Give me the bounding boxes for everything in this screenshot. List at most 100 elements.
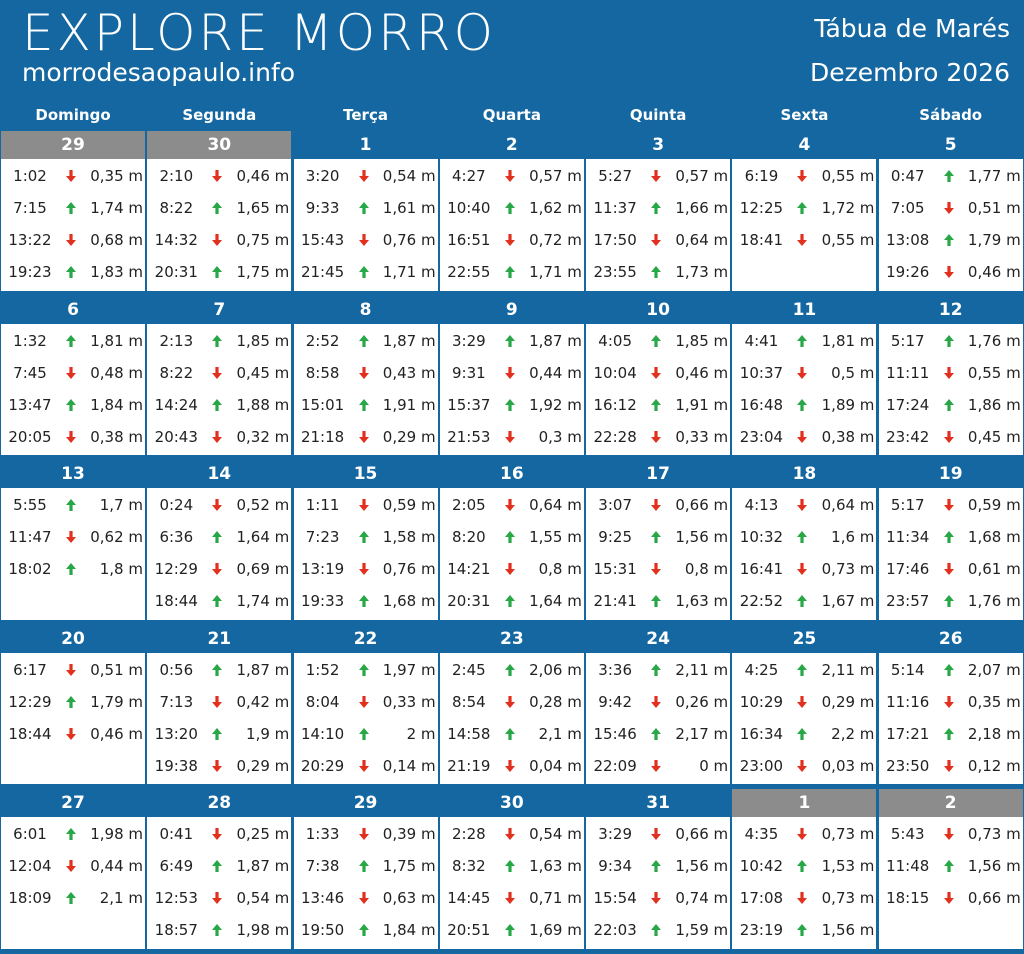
tide-time: 23:55 [593, 263, 637, 281]
arrow-down [212, 563, 223, 575]
tide-height: 1,69 m [529, 921, 582, 939]
arrow-down [797, 759, 808, 772]
tide-time: 6:19 [744, 167, 779, 185]
tide-height: 1,77 m [967, 167, 1021, 185]
tide-height: 1,85 m [236, 331, 290, 350]
arrow-down [66, 531, 76, 543]
weekday: Sábado [919, 106, 983, 124]
weekday: Terça [343, 106, 388, 124]
arrow-down [212, 170, 223, 182]
day-number: 12 [878, 295, 1023, 324]
day-cell [586, 652, 731, 784]
tide-height: 0,42 m [236, 692, 290, 711]
tide-time: 16:41 [739, 560, 784, 578]
day-number: 25 [732, 624, 877, 653]
arrow-up [651, 924, 662, 936]
arrow-up [504, 924, 515, 936]
arrow-down [504, 430, 515, 443]
tide-height: 1,55 m [529, 528, 582, 546]
tide-time: 8:22 [159, 363, 194, 382]
arrow-up [651, 334, 662, 347]
arrow-down [504, 828, 515, 840]
tide-time: 3:20 [305, 167, 340, 185]
tide-time: 17:08 [739, 889, 784, 907]
day-number: 16 [439, 460, 584, 488]
day-number: 29 [1, 131, 145, 159]
tide-height: 1,53 m [821, 857, 875, 875]
tide-height: 0,76 m [382, 560, 436, 578]
tide-height: 1,56 m [675, 528, 729, 546]
tide-time: 15:37 [447, 395, 491, 414]
day-number: 26 [878, 624, 1023, 653]
tide-height: 1,81 m [90, 331, 143, 350]
arrow-down [66, 234, 76, 246]
arrow-down [212, 759, 223, 772]
day-cell [1, 817, 145, 949]
tide-time: 12:53 [154, 889, 198, 907]
weekday: Quarta [482, 106, 541, 124]
tide-height: 1,56 m [821, 921, 875, 939]
tide-height: 0,54 m [236, 889, 290, 907]
tide-time: 11:37 [593, 199, 637, 217]
arrow-up [651, 531, 662, 543]
tide-height: 2 m [406, 724, 436, 743]
tide-height: 0,55 m [821, 167, 875, 185]
tide-height: 0,51 m [967, 199, 1021, 217]
tide-time: 5:17 [890, 331, 925, 350]
tide-height: 1,71 m [529, 263, 582, 281]
arrow-down [943, 202, 954, 214]
day-number: 31 [586, 789, 731, 817]
day-number: 2 [878, 789, 1023, 817]
day-number: 19 [878, 460, 1023, 488]
tide-time: 17:24 [886, 395, 930, 414]
arrow-down [358, 892, 369, 904]
arrow-up [651, 266, 662, 278]
arrow-up [797, 663, 808, 676]
tide-height: 1,59 m [675, 921, 729, 939]
tide-height: 1,64 m [529, 592, 582, 610]
tide-time: 7:23 [305, 528, 340, 546]
day-number: 4 [732, 131, 877, 159]
tide-time: 18:09 [8, 889, 52, 907]
tide-time: 10:04 [593, 363, 637, 382]
arrow-down [651, 170, 662, 182]
arrow-down [651, 563, 662, 575]
tide-time: 13:20 [154, 724, 198, 743]
tide-time: 11:48 [886, 857, 930, 875]
day-number: 1 [293, 131, 438, 159]
tide-height: 0,46 m [236, 167, 290, 185]
arrow-up [212, 595, 223, 607]
tide-time: 5:43 [890, 825, 925, 843]
tide-time: 21:19 [447, 756, 491, 775]
arrow-down [212, 499, 223, 511]
arrow-down [504, 563, 515, 575]
tide-time: 4:41 [744, 331, 779, 350]
arrow-down [66, 663, 76, 676]
tide-height: 2,2 m [831, 724, 875, 743]
tide-height: 1,76 m [967, 331, 1021, 350]
tide-height: 1,8 m [99, 560, 143, 578]
arrow-up [504, 334, 515, 347]
day-number: 30 [439, 789, 584, 817]
tide-time: 2:28 [452, 825, 486, 843]
arrow-up [66, 202, 76, 214]
arrow-down [651, 430, 662, 443]
weekday: Sexta [780, 106, 829, 124]
tide-height: 1,81 m [821, 331, 875, 350]
tide-height: 1,6 m [831, 528, 875, 546]
tide-height: 0,8 m [538, 560, 582, 578]
tide-height: 0,71 m [529, 889, 582, 907]
day-cell [1, 323, 145, 455]
tide-time: 11:34 [886, 528, 930, 546]
tide-time: 5:14 [890, 660, 925, 679]
weekday: Quinta [629, 106, 687, 124]
tide-time: 13:46 [300, 889, 345, 907]
month-label: Dezembro 2026 [810, 58, 1010, 87]
arrow-up [504, 531, 515, 543]
arrow-down [797, 430, 808, 443]
arrow-up [212, 727, 223, 740]
arrow-down [943, 266, 954, 278]
site-url[interactable]: morrodesaopaulo.info [22, 58, 296, 87]
tide-height: 0,03 m [821, 756, 875, 775]
day-cell [878, 652, 1023, 784]
